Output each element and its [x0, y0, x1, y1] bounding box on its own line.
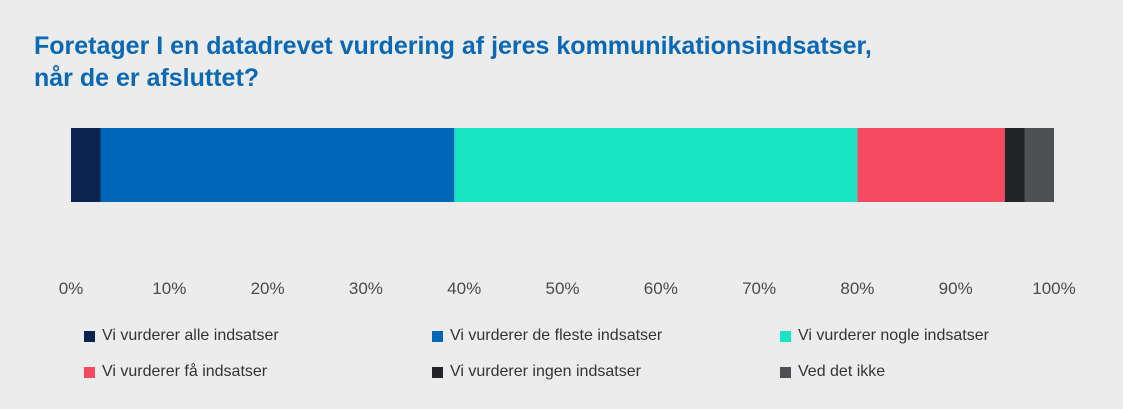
bar-segment-3 — [454, 128, 858, 202]
x-tick-label: 30% — [349, 279, 383, 298]
x-axis-ticks: 0% 10% 20% 30% 40% 50% 60% 70% 80% 90% 100% — [59, 279, 1076, 298]
legend-label: Vi vurderer nogle indsatser — [798, 327, 989, 344]
x-tick-label: 50% — [545, 279, 579, 298]
legend-label: Vi vurderer ingen indsatser — [450, 363, 641, 380]
legend-label: Vi vurderer alle indsatser — [102, 327, 279, 344]
bar-segment-1 — [71, 128, 101, 202]
legend-item: Vi vurderer de fleste indsatser — [432, 326, 662, 346]
bar-segment-2 — [100, 128, 455, 202]
legend-swatch — [780, 366, 791, 378]
x-tick-label: 90% — [939, 279, 973, 298]
bar-segment-4 — [857, 128, 1005, 202]
legend-label: Vi vurderer få indsatser — [102, 363, 268, 380]
x-tick-label: 60% — [644, 279, 678, 298]
legend-swatch — [780, 330, 791, 342]
legend-item: Vi vurderer nogle indsatser — [780, 326, 989, 346]
legend-item: Vi vurderer ingen indsatser — [432, 362, 641, 382]
x-tick-label: 20% — [251, 279, 285, 298]
x-tick-label: 10% — [152, 279, 186, 298]
chart-title-line-1: Foretager I en datadrevet vurdering af j… — [34, 32, 872, 60]
bar-segments — [71, 128, 1054, 202]
chart-title-line-2: når de er afsluttet? — [34, 64, 260, 92]
legend-item: Vi vurderer få indsatser — [84, 362, 267, 382]
x-tick-label: 100% — [1032, 279, 1075, 298]
legend-swatch — [432, 366, 443, 378]
legend-label: Vi vurderer de fleste indsatser — [450, 327, 663, 344]
legend-item: Ved det ikke — [780, 362, 885, 382]
x-tick-label: 0% — [59, 279, 84, 298]
x-tick-label: 70% — [742, 279, 776, 298]
bar-segment-5 — [1004, 128, 1025, 202]
legend-swatch — [432, 330, 443, 342]
bar-segment-6 — [1024, 128, 1054, 202]
x-tick-label: 40% — [447, 279, 481, 298]
legend-swatch — [84, 330, 95, 342]
legend-label: Ved det ikke — [798, 363, 886, 380]
legend-item: Vi vurderer alle indsatser — [84, 326, 279, 346]
chart-title: Foretager I en datadrevet vurdering af j… — [34, 30, 1084, 94]
x-tick-label: 80% — [840, 279, 874, 298]
legend-swatch — [84, 366, 95, 378]
